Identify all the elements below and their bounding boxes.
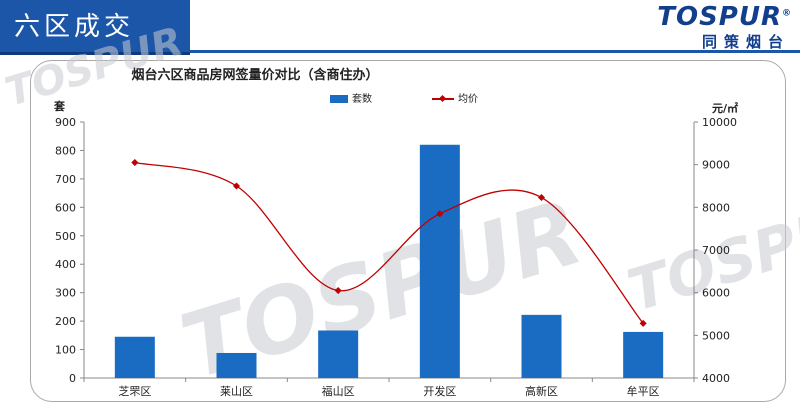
- legend-line-label: 均价: [458, 94, 478, 105]
- y-left-tick-label: 200: [55, 315, 76, 328]
- bar: [114, 336, 155, 378]
- legend-bar-label: 套数: [352, 94, 372, 105]
- bar: [318, 330, 359, 378]
- left-axis-unit: 套: [54, 100, 65, 113]
- y-right-tick-label: 4000: [702, 372, 730, 385]
- x-tick-label: 福山区: [322, 384, 355, 398]
- y-right-tick-label: 10000: [702, 116, 737, 129]
- line-point: [639, 319, 647, 327]
- line-point: [436, 210, 444, 218]
- y-left-tick-label: 400: [55, 258, 76, 271]
- legend-line-swatch: [432, 95, 454, 103]
- right-axis-unit: 元/㎡: [712, 102, 739, 115]
- line-point: [537, 193, 546, 202]
- x-tick-label: 牟平区: [627, 384, 660, 398]
- page-title: 六区成交: [14, 12, 135, 42]
- bar: [419, 144, 460, 378]
- y-left-tick-label: 600: [55, 201, 76, 214]
- series-line-avg-price: [134, 161, 644, 324]
- y-left-tick-label: 100: [55, 344, 76, 357]
- x-tick-label: 开发区: [423, 384, 456, 398]
- legend-item-line: 均价: [432, 90, 478, 105]
- line-point: [232, 182, 241, 190]
- y-left-tick-label: 900: [55, 116, 76, 129]
- chart-frame: [30, 60, 786, 402]
- bar: [521, 314, 562, 378]
- x-tick-label: 芝罘区: [118, 385, 151, 398]
- logo-registered-mark: ®: [782, 8, 792, 19]
- header-rule: [190, 50, 800, 53]
- x-tick-label: 高新区: [525, 384, 558, 398]
- y-left-tick-label: 0: [69, 372, 76, 385]
- y-left-tick-label: 500: [55, 230, 76, 243]
- legend-item-bar: 套数: [330, 90, 372, 105]
- line-point: [131, 158, 139, 167]
- y-right-tick-label: 8000: [702, 201, 730, 214]
- logo-chinese-name: 同策烟台: [701, 33, 790, 51]
- y-right-tick-label: 5000: [702, 329, 730, 342]
- y-right-tick-label: 7000: [702, 244, 730, 257]
- line-point: [334, 286, 342, 295]
- y-right-tick-label: 9000: [702, 159, 730, 172]
- x-tick-label: 莱山区: [220, 385, 253, 398]
- legend-bar-swatch: [330, 95, 348, 103]
- logo-wordmark: TOSPUR: [657, 2, 782, 32]
- y-left-tick-label: 700: [55, 173, 76, 186]
- bar: [623, 331, 664, 378]
- tospur-logo: TOSPUR®: [657, 2, 792, 32]
- y-left-tick-label: 300: [55, 287, 76, 300]
- bar: [216, 352, 257, 378]
- header-bar: 六区成交: [0, 0, 190, 55]
- chart-title: 烟台六区商品房网签量价对比（含商住办）: [131, 68, 379, 83]
- y-right-tick-label: 6000: [702, 287, 730, 300]
- y-left-tick-label: 800: [55, 144, 76, 157]
